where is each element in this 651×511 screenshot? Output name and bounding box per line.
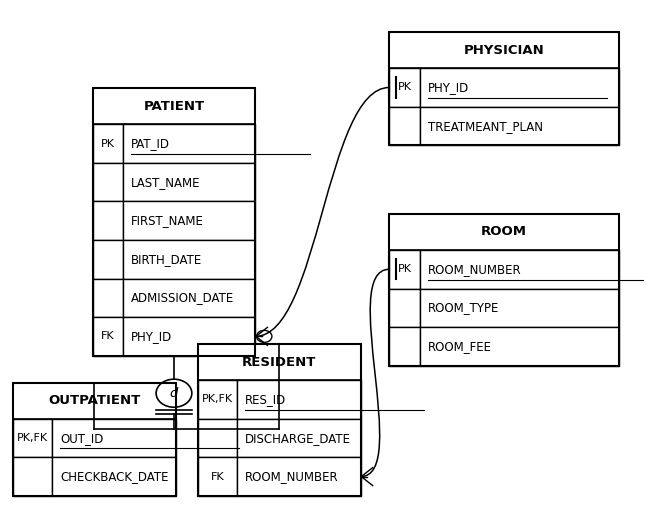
Text: PHY_ID: PHY_ID <box>131 330 172 343</box>
Bar <box>389 214 619 250</box>
Bar <box>420 68 619 107</box>
Bar <box>13 383 176 496</box>
Bar <box>198 380 238 419</box>
Text: PK,FK: PK,FK <box>17 433 48 443</box>
Text: ROOM: ROOM <box>481 225 527 239</box>
Bar <box>389 250 420 289</box>
Bar <box>123 124 255 163</box>
Bar <box>53 419 176 457</box>
Bar <box>389 68 420 107</box>
Text: ROOM_NUMBER: ROOM_NUMBER <box>245 470 339 483</box>
Bar <box>13 457 53 496</box>
Bar <box>123 163 255 201</box>
Bar <box>92 88 255 124</box>
Bar <box>198 419 238 457</box>
Bar <box>53 457 176 496</box>
Text: PHY_ID: PHY_ID <box>428 81 469 94</box>
Text: FIRST_NAME: FIRST_NAME <box>131 214 204 227</box>
Text: OUTPATIENT: OUTPATIENT <box>48 394 141 407</box>
Bar <box>389 289 420 327</box>
Bar <box>13 419 53 457</box>
Bar <box>389 32 619 145</box>
Bar <box>92 317 123 356</box>
Text: PK,FK: PK,FK <box>202 394 233 405</box>
Bar <box>13 383 176 419</box>
Bar <box>92 240 123 278</box>
Text: ROOM_NUMBER: ROOM_NUMBER <box>428 263 521 276</box>
Text: RES_ID: RES_ID <box>245 393 286 406</box>
Bar <box>420 327 619 366</box>
Text: FK: FK <box>101 331 115 341</box>
Bar <box>92 124 123 163</box>
Bar <box>198 457 238 496</box>
Text: ROOM_TYPE: ROOM_TYPE <box>428 301 499 314</box>
Text: LAST_NAME: LAST_NAME <box>131 176 201 189</box>
Bar <box>389 32 619 68</box>
Text: ROOM_FEE: ROOM_FEE <box>428 340 492 353</box>
Text: PAT_ID: PAT_ID <box>131 137 170 150</box>
Text: FK: FK <box>211 472 225 481</box>
Text: TREATMEANT_PLAN: TREATMEANT_PLAN <box>428 120 542 132</box>
Text: PK: PK <box>101 138 115 149</box>
Bar <box>389 107 420 145</box>
Bar <box>123 201 255 240</box>
Bar <box>92 163 123 201</box>
Bar <box>123 240 255 278</box>
Bar <box>123 278 255 317</box>
Text: ADMISSION_DATE: ADMISSION_DATE <box>131 291 234 305</box>
Text: PATIENT: PATIENT <box>143 100 204 113</box>
Text: CHECKBACK_DATE: CHECKBACK_DATE <box>60 470 169 483</box>
Bar <box>92 88 255 356</box>
Text: DISCHARGE_DATE: DISCHARGE_DATE <box>245 431 351 445</box>
Bar <box>198 344 361 496</box>
Text: BIRTH_DATE: BIRTH_DATE <box>131 253 202 266</box>
Text: PK: PK <box>398 264 411 274</box>
Text: d: d <box>170 387 178 400</box>
Bar <box>389 214 619 366</box>
Bar <box>238 419 361 457</box>
Bar <box>238 457 361 496</box>
Bar <box>198 344 361 380</box>
Bar <box>389 327 420 366</box>
Bar <box>420 250 619 289</box>
Text: PK: PK <box>398 82 411 92</box>
Bar <box>123 317 255 356</box>
Bar <box>420 107 619 145</box>
Bar <box>238 380 361 419</box>
Bar <box>420 289 619 327</box>
Text: PHYSICIAN: PHYSICIAN <box>464 43 544 57</box>
Text: OUT_ID: OUT_ID <box>60 431 104 445</box>
Bar <box>92 201 123 240</box>
Bar <box>92 278 123 317</box>
Text: RESIDENT: RESIDENT <box>242 356 316 368</box>
